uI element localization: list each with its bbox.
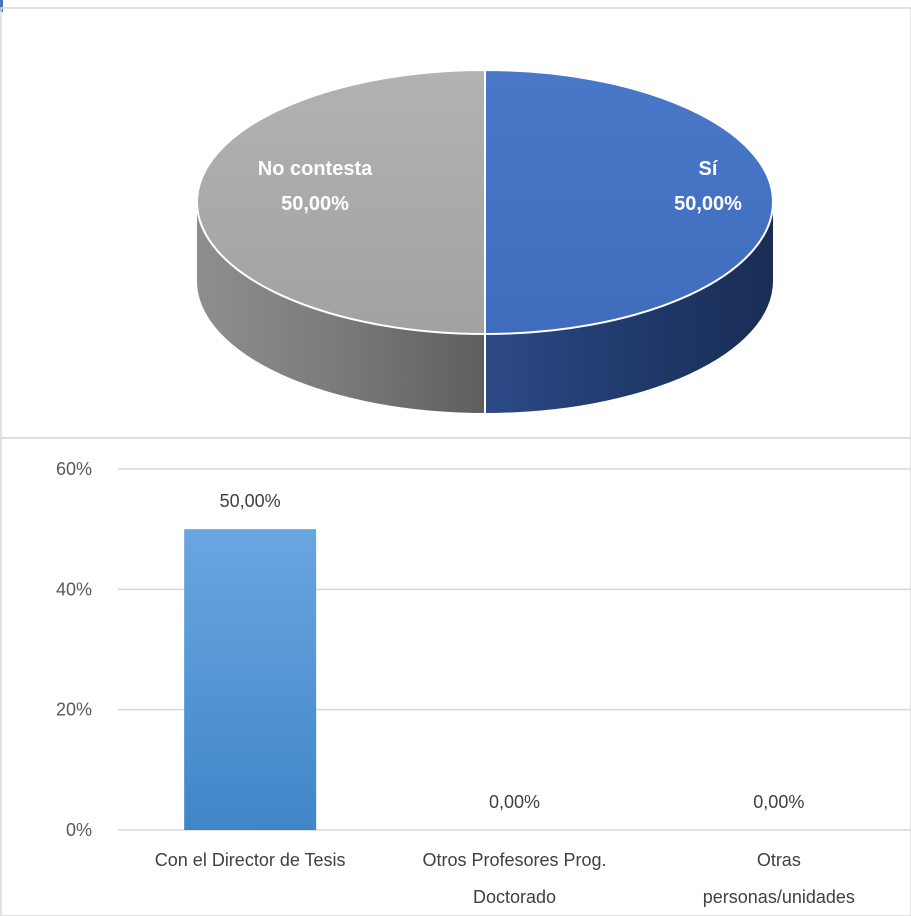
pie-label-no-contesta-value: 50,00% (281, 193, 349, 215)
x-tick-label: Otras (757, 850, 801, 870)
panel-borders (0, 7, 911, 916)
bar-panel-border (0, 437, 911, 916)
bar-value-labels: 50,00% 0,00% 0,00% (220, 491, 805, 812)
pie-slice-side-si (485, 202, 773, 413)
y-tick-label: 20% (56, 700, 92, 720)
pie-chart: No contesta 50,00% Sí 50,00% (196, 68, 774, 413)
y-tick-label: 0% (66, 820, 92, 840)
bar-x-axis: Con el Director de Tesis Otros Profesores… (155, 850, 855, 907)
bar-value-label: 50,00% (220, 491, 281, 511)
x-tick-label: Otros Profesores Prog. (422, 850, 606, 870)
pie-label-no-contesta-name: No contesta (258, 158, 373, 180)
y-tick-label: 60% (56, 459, 92, 479)
x-tick-label: Doctorado (473, 887, 556, 907)
bar-chart: 0% 20% 40% 60% 50,00% 0,00% 0,00% Con el Dire… (56, 459, 911, 907)
bar-series (184, 529, 317, 830)
pie-slice-side-no-contesta (197, 202, 485, 413)
y-tick-label: 40% (56, 579, 92, 599)
pie-slice-si (484, 68, 774, 336)
x-tick-label: Con el Director de Tesis (155, 850, 346, 870)
bar-value-label: 0,00% (753, 792, 804, 812)
accent-bar (0, 0, 3, 12)
pie-label-si-value: 50,00% (674, 193, 742, 215)
bar-y-axis: 0% 20% 40% 60% (56, 459, 92, 840)
pie-label-si-name: Sí (699, 158, 719, 180)
pie-slice-no-contesta (196, 68, 486, 336)
x-tick-label: personas/unidades (703, 887, 855, 907)
bar-value-label: 0,00% (489, 792, 540, 812)
bar (184, 529, 317, 830)
